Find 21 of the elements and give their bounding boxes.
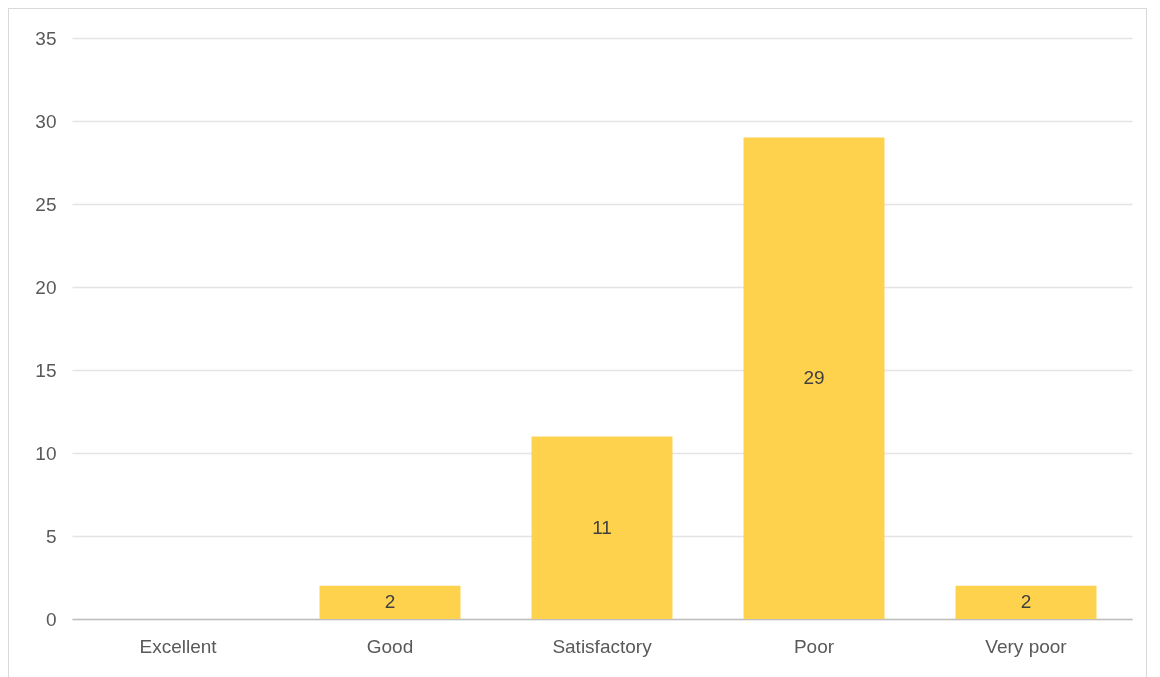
bar — [531, 436, 673, 619]
x-tick-label: Very poor — [985, 635, 1068, 657]
y-tick-label: 30 — [35, 110, 57, 132]
x-tick-label: Excellent — [139, 635, 218, 657]
data-label: 2 — [1020, 591, 1032, 613]
y-tick-label: 10 — [35, 442, 57, 464]
x-tick-label: Poor — [793, 635, 835, 657]
y-tick-label: 5 — [45, 525, 57, 547]
y-tick-label: 25 — [35, 193, 57, 215]
x-tick-label: Satisfactory — [552, 635, 653, 657]
y-tick-label: 20 — [35, 276, 57, 298]
bar — [319, 585, 461, 619]
bar — [743, 137, 885, 619]
y-tick-label: 35 — [35, 27, 57, 49]
y-tick-label: 0 — [45, 608, 57, 630]
bar — [955, 585, 1097, 619]
data-label: 2 — [384, 591, 396, 613]
x-tick-label: Good — [366, 635, 414, 657]
data-label: 29 — [803, 367, 825, 389]
y-tick-label: 15 — [35, 359, 57, 381]
data-label: 11 — [592, 516, 612, 538]
